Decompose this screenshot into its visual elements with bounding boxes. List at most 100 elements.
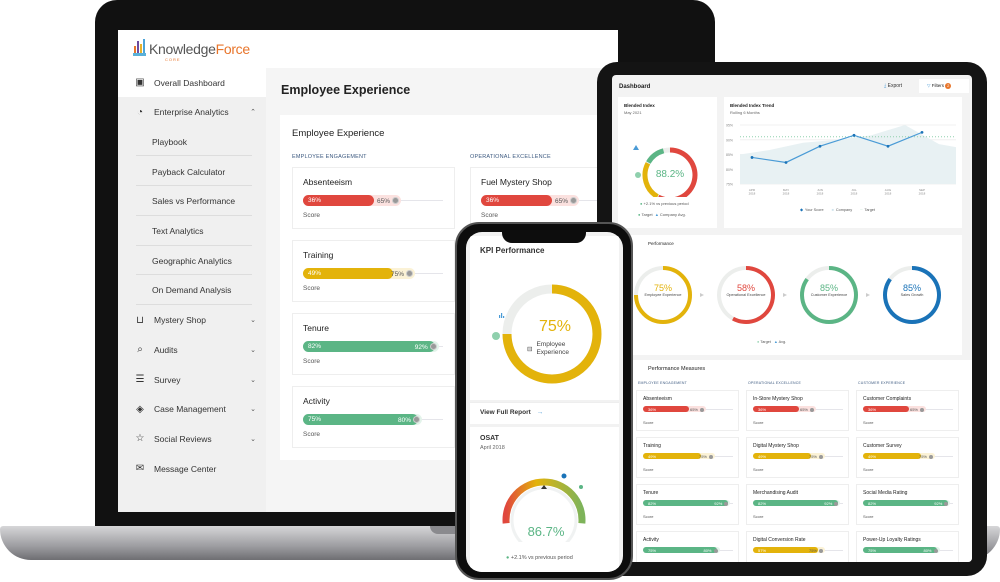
export-button[interactable]: ⤓ Export	[884, 83, 902, 89]
phone-notch	[502, 230, 586, 243]
metric-card[interactable]: Digital Conversion Rate 57% 75% Score	[746, 531, 849, 562]
chevron-icon[interactable]: ⌄	[250, 346, 256, 354]
score-label: Score	[481, 212, 498, 219]
performance-rings	[633, 266, 941, 324]
metric-card[interactable]: Activity 75% 80% Score	[636, 531, 739, 562]
target-icon	[944, 502, 949, 506]
sidebar-item[interactable]: ☰ Survey ⌄	[118, 365, 266, 394]
target-value: 80%	[923, 548, 938, 553]
score-value: 82%	[648, 501, 657, 506]
score-label: Score	[863, 561, 873, 562]
metric-card[interactable]: Training 49% 75% Score	[292, 240, 455, 302]
chevron-icon[interactable]: ⌄	[250, 406, 256, 414]
metric-card[interactable]: Absenteeism 36% 65% Score	[636, 390, 739, 431]
chevron-icon[interactable]: ⌄	[250, 376, 256, 384]
osat-gauge	[502, 473, 586, 542]
gauge-arc	[502, 478, 586, 524]
score-fill	[643, 547, 717, 553]
target-icon	[700, 408, 704, 412]
metric-name: Customer Complaints	[863, 396, 912, 402]
metric-name: In-Store Mystery Shop	[753, 396, 803, 402]
metric-name: Power-Up Loyalty Ratings	[863, 537, 921, 543]
x-tick-label: APR 2018	[749, 188, 756, 196]
sidebar-item[interactable]: ◈ Case Management ⌄	[118, 395, 266, 424]
sidebar-item[interactable]: Text Analytics	[118, 217, 266, 246]
metric-card[interactable]: Social Media Rating 82% 92% Score	[856, 484, 959, 525]
sidebar-item[interactable]: ⊔ Mystery Shop ⌄	[118, 306, 266, 335]
metric-card[interactable]: Tenure 82% 92% Score	[636, 484, 739, 525]
x-tick-label: MAY 2018	[783, 188, 790, 196]
blended-index-donut	[633, 145, 698, 197]
score-label: Score	[863, 514, 874, 519]
sidebar-item-label: Overall Dashboard	[154, 77, 225, 88]
sidebar-item[interactable]: ▣ Overall Dashboard	[118, 68, 266, 97]
performance-measures-card: Performance Measures EMPLOYEE ENGAGEMENT…	[624, 360, 972, 562]
metric-card[interactable]: Absenteeism 36% 65% Score	[292, 167, 455, 229]
your-score-point	[920, 130, 924, 134]
metric-card[interactable]: Power-Up Loyalty Ratings 75% 80% Score	[856, 531, 959, 562]
sidebar-item[interactable]: Geographic Analytics	[118, 246, 266, 276]
score-bar: 57% 75%	[753, 547, 843, 553]
document-icon: ☰	[135, 374, 145, 385]
score-fill	[303, 195, 375, 206]
sidebar-item[interactable]: ✉ Message Center	[118, 454, 266, 483]
blended-index-card: Blended Index May 2021 88.2% ● +2.1% vs …	[618, 97, 717, 228]
target-text: 92%	[934, 501, 943, 506]
kpi-fill	[502, 284, 602, 384]
view-full-report-link[interactable]: View Full Report →	[470, 402, 619, 424]
sidebar-item[interactable]: ☆ Social Reviews ⌄	[118, 424, 266, 453]
score-value: 36%	[486, 197, 500, 204]
target-value: 80%	[703, 548, 718, 553]
avg-marker-bar	[503, 316, 505, 318]
chevron-icon[interactable]: ⌃	[250, 109, 256, 117]
score-value: 82%	[758, 501, 767, 506]
ring-label: Employee Experience	[644, 293, 682, 297]
metric-card[interactable]: Merchandising Audit 82% 92% Score	[746, 484, 849, 525]
kpi-donut	[492, 284, 602, 384]
score-fill	[643, 500, 728, 506]
target-icon	[819, 549, 823, 553]
metric-card[interactable]: Digital Mystery Shop 49% 75% Score	[746, 437, 849, 478]
score-label: Score	[303, 358, 320, 365]
metric-name: Training	[303, 250, 334, 260]
metric-card[interactable]: In-Store Mystery Shop 36% 65% Score	[746, 390, 849, 431]
score-bar: 49% 75%	[863, 453, 953, 459]
ring-fill	[883, 266, 941, 324]
ring-value: 58%	[736, 283, 755, 293]
sidebar-item[interactable]: Sales vs Performance	[118, 187, 266, 216]
target-text: 80%	[703, 548, 712, 553]
legend-label: Target	[864, 208, 875, 212]
score-bar: 36% 65%	[753, 406, 843, 412]
sidebar-item[interactable]: On Demand Analysis	[118, 276, 266, 305]
metric-card[interactable]: Tenure 82% 92% Score	[292, 313, 455, 375]
target-icon	[920, 408, 924, 412]
score-value: 36%	[868, 407, 877, 412]
metric-card[interactable]: Fuel Mystery Shop 36% 65% Score	[470, 167, 618, 229]
metric-card[interactable]: Customer Survey 49% 75% Score	[856, 437, 959, 478]
ring-label-group: 85% Customer Experience	[807, 283, 851, 298]
sidebar-item[interactable]: ◔ Enterprise Analytics ⌃	[118, 98, 266, 127]
sidebar-item[interactable]: ⌕ Audits ⌄	[118, 335, 266, 364]
sidebar-item[interactable]: Payback Calculator	[118, 157, 266, 187]
your-score-line	[751, 131, 923, 164]
logo[interactable]: KnowledgeForce CORE	[133, 36, 250, 62]
filters-button[interactable]: ▽ Filters 2	[919, 79, 969, 93]
score-bar: 49% 75%	[643, 453, 733, 459]
sidebar-item[interactable]: Playbook	[118, 127, 266, 157]
chevron-icon[interactable]: ⌄	[250, 435, 256, 443]
score-value: 75%	[868, 548, 877, 553]
card-title: Employee Experience	[292, 128, 385, 139]
target-text: 92%	[714, 501, 723, 506]
ring-fill	[732, 266, 775, 324]
score-label: Score	[753, 420, 764, 425]
chevron-icon[interactable]: ⌄	[250, 317, 256, 325]
metric-card[interactable]: Activity 75% 80% Score	[292, 386, 455, 448]
metric-card[interactable]: Training 49% 75% Score	[636, 437, 739, 478]
your-score-point	[784, 161, 788, 164]
sidebar-item-label: Text Analytics	[152, 226, 204, 236]
blended-change-text: +2.1% vs previous period	[643, 201, 689, 206]
avg-marker-icon: ▲	[774, 340, 778, 344]
app-header: KnowledgeForce CORE	[118, 30, 618, 68]
metric-card[interactable]: Customer Complaints 36% 65% Score	[856, 390, 959, 431]
score-fill	[753, 406, 799, 412]
